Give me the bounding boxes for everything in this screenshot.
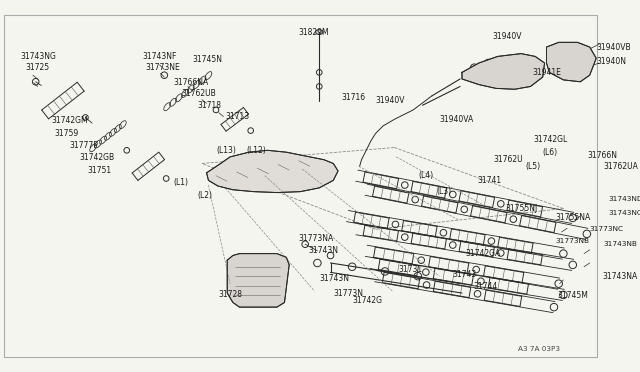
Text: (L12): (L12) xyxy=(246,146,266,155)
Text: 31742GB: 31742GB xyxy=(80,153,115,162)
Text: 31829M: 31829M xyxy=(299,28,329,36)
Text: 31773N: 31773N xyxy=(333,289,364,298)
Text: 31766N: 31766N xyxy=(588,151,618,160)
Polygon shape xyxy=(547,42,596,82)
Text: 31743NG: 31743NG xyxy=(20,52,56,61)
Text: (L4): (L4) xyxy=(419,171,434,180)
Text: 31766NA: 31766NA xyxy=(173,78,209,87)
Text: 31773NC: 31773NC xyxy=(589,226,623,232)
Text: 31940V: 31940V xyxy=(492,32,522,41)
Text: 31743NB: 31743NB xyxy=(604,241,637,247)
Text: 31773NA: 31773NA xyxy=(299,234,334,243)
Text: (L13): (L13) xyxy=(216,146,236,155)
Text: 31745N: 31745N xyxy=(193,55,223,64)
Text: 31742GA: 31742GA xyxy=(466,249,501,258)
Polygon shape xyxy=(462,54,545,89)
Text: 31762UA: 31762UA xyxy=(604,162,639,171)
Text: 31751: 31751 xyxy=(87,167,111,176)
Text: 31755NJ: 31755NJ xyxy=(505,204,538,213)
Text: 31743ND: 31743ND xyxy=(609,196,640,202)
Text: 31743N: 31743N xyxy=(319,275,349,283)
Text: 31759: 31759 xyxy=(54,129,79,138)
Text: 31773NE: 31773NE xyxy=(145,63,180,72)
Text: 31743NC: 31743NC xyxy=(609,210,640,216)
Text: 31773NB: 31773NB xyxy=(556,238,590,244)
Text: 31742G: 31742G xyxy=(352,296,382,305)
Text: 31777P: 31777P xyxy=(70,141,99,150)
Text: 31941E: 31941E xyxy=(532,68,561,77)
Text: 31743: 31743 xyxy=(452,270,477,279)
Text: 31755NA: 31755NA xyxy=(556,214,591,222)
Text: (L3): (L3) xyxy=(436,187,452,196)
Text: A3 7A 03P3: A3 7A 03P3 xyxy=(518,346,560,352)
Text: 31940VB: 31940VB xyxy=(596,42,631,52)
Text: 31728: 31728 xyxy=(219,291,243,299)
Text: 31743N: 31743N xyxy=(308,246,338,255)
Text: (L1): (L1) xyxy=(173,178,189,187)
Text: 31762U: 31762U xyxy=(493,155,523,164)
Text: 31725: 31725 xyxy=(26,63,49,72)
Ellipse shape xyxy=(316,30,323,34)
Text: 31940VA: 31940VA xyxy=(440,115,474,124)
Polygon shape xyxy=(207,150,338,193)
Polygon shape xyxy=(227,254,289,307)
Text: (L6): (L6) xyxy=(543,148,558,157)
Text: 31743NF: 31743NF xyxy=(143,52,177,61)
Text: 31762UB: 31762UB xyxy=(181,90,216,99)
Text: 31716: 31716 xyxy=(342,93,366,102)
Text: 31742GM: 31742GM xyxy=(52,116,88,125)
Text: 31745M: 31745M xyxy=(557,291,589,300)
Text: 31741: 31741 xyxy=(477,176,501,185)
Text: 31744: 31744 xyxy=(473,282,497,291)
Text: 31940N: 31940N xyxy=(596,57,627,65)
Text: 31731: 31731 xyxy=(398,265,422,274)
Text: 31940V: 31940V xyxy=(376,96,405,105)
Text: 31742GL: 31742GL xyxy=(533,135,568,144)
Text: 31713: 31713 xyxy=(225,112,250,121)
Text: (L2): (L2) xyxy=(197,191,212,200)
Text: 31718: 31718 xyxy=(197,101,221,110)
Text: (L5): (L5) xyxy=(526,162,541,171)
Text: 31743NA: 31743NA xyxy=(603,272,638,280)
